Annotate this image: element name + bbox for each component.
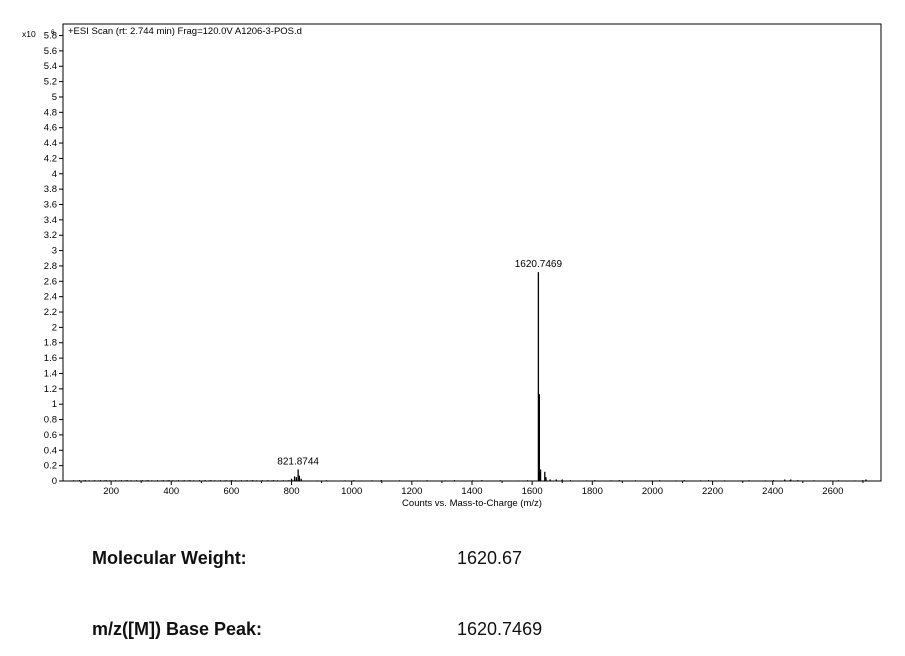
molecular-weight-label: Molecular Weight: [92,548,247,568]
y-tick-label: 0.8 [44,415,57,426]
y-tick-label: 2 [52,322,57,333]
y-tick-label: 2.4 [44,292,57,303]
x-tick-label: 1200 [401,486,422,497]
molecular-weight-value: 1620.67 [457,548,523,568]
y-tick-label: 5.4 [44,61,57,72]
y-tick-label: 1.6 [44,353,57,364]
peaks [290,272,867,481]
peak-label: 821.8744 [277,456,319,467]
y-tick-label: 0.4 [44,445,57,456]
x-tick-label: 2000 [642,486,663,497]
y-tick-label: 4.4 [44,138,57,149]
x-tick-label: 400 [163,486,179,497]
y-tick-label: 5.2 [44,77,57,88]
peak-annotations: 821.8744 1620.7469 [277,259,562,467]
y-tick-label: 5.8 [44,31,57,42]
plot-frame [62,23,882,482]
y-multiplier-label: x10 [22,29,36,39]
y-tick-label: 4.6 [44,123,57,134]
y-tick-label: 4.2 [44,153,57,164]
y-tick-label: 2.6 [44,276,57,287]
mass-spectrum-chart: +ESI Scan (rt: 2.744 min) Frag=120.0V A1… [22,23,882,509]
y-tick-label: 0 [52,476,57,487]
y-tick-label: 3 [52,246,57,257]
peak-label: 1620.7469 [515,259,563,270]
x-tick-label: 200 [103,486,119,497]
y-tick-label: 3.4 [44,215,57,226]
y-tick-label: 4 [52,169,57,180]
x-tick-label: 1800 [582,486,603,497]
y-tick-label: 4.8 [44,107,57,118]
x-tick-label: 2200 [702,486,723,497]
y-tick-label: 2.8 [44,261,57,272]
x-tick-label: 1000 [341,486,362,497]
chart-title: +ESI Scan (rt: 2.744 min) Frag=120.0V A1… [68,26,302,37]
y-tick-label: 1.2 [44,384,57,395]
base-peak-label: m/z([M]) Base Peak: [92,619,263,639]
x-axis-label: Counts vs. Mass-to-Charge (m/z) [402,498,542,509]
x-tick-label: 800 [284,486,300,497]
x-tick-label: 2400 [762,486,783,497]
base-peak-value: 1620.7469 [457,619,543,639]
y-tick-label: 1 [52,399,57,410]
y-tick-label: 0.2 [44,461,57,472]
baseline-noise [69,479,872,481]
y-tick-label: 0.6 [44,430,57,441]
y-axis: 0 0.2 0.4 0.6 0.8 1 1.2 1.4 1.6 1.8 2 2.2 2.4 2.6 2.8 3… [44,31,63,487]
y-multiplier-exponent: 6 [51,29,55,36]
y-tick-label: 1.8 [44,338,57,349]
x-tick-label: 600 [223,486,239,497]
y-tick-label: 5.6 [44,46,57,57]
y-tick-label: 2.2 [44,307,57,318]
y-tick-label: 5 [52,92,57,103]
y-tick-label: 3.2 [44,230,57,241]
x-tick-label: 1600 [522,486,543,497]
y-tick-label: 1.4 [44,368,57,379]
x-tick-label: 2600 [822,486,843,497]
x-tick-label: 1400 [461,486,482,497]
y-tick-label: 3.8 [44,184,57,195]
y-tick-label: 3.6 [44,199,57,210]
x-axis: 200 400 600 800 1000 1200 1400 1600 1800 2000 2200… [80,481,864,497]
